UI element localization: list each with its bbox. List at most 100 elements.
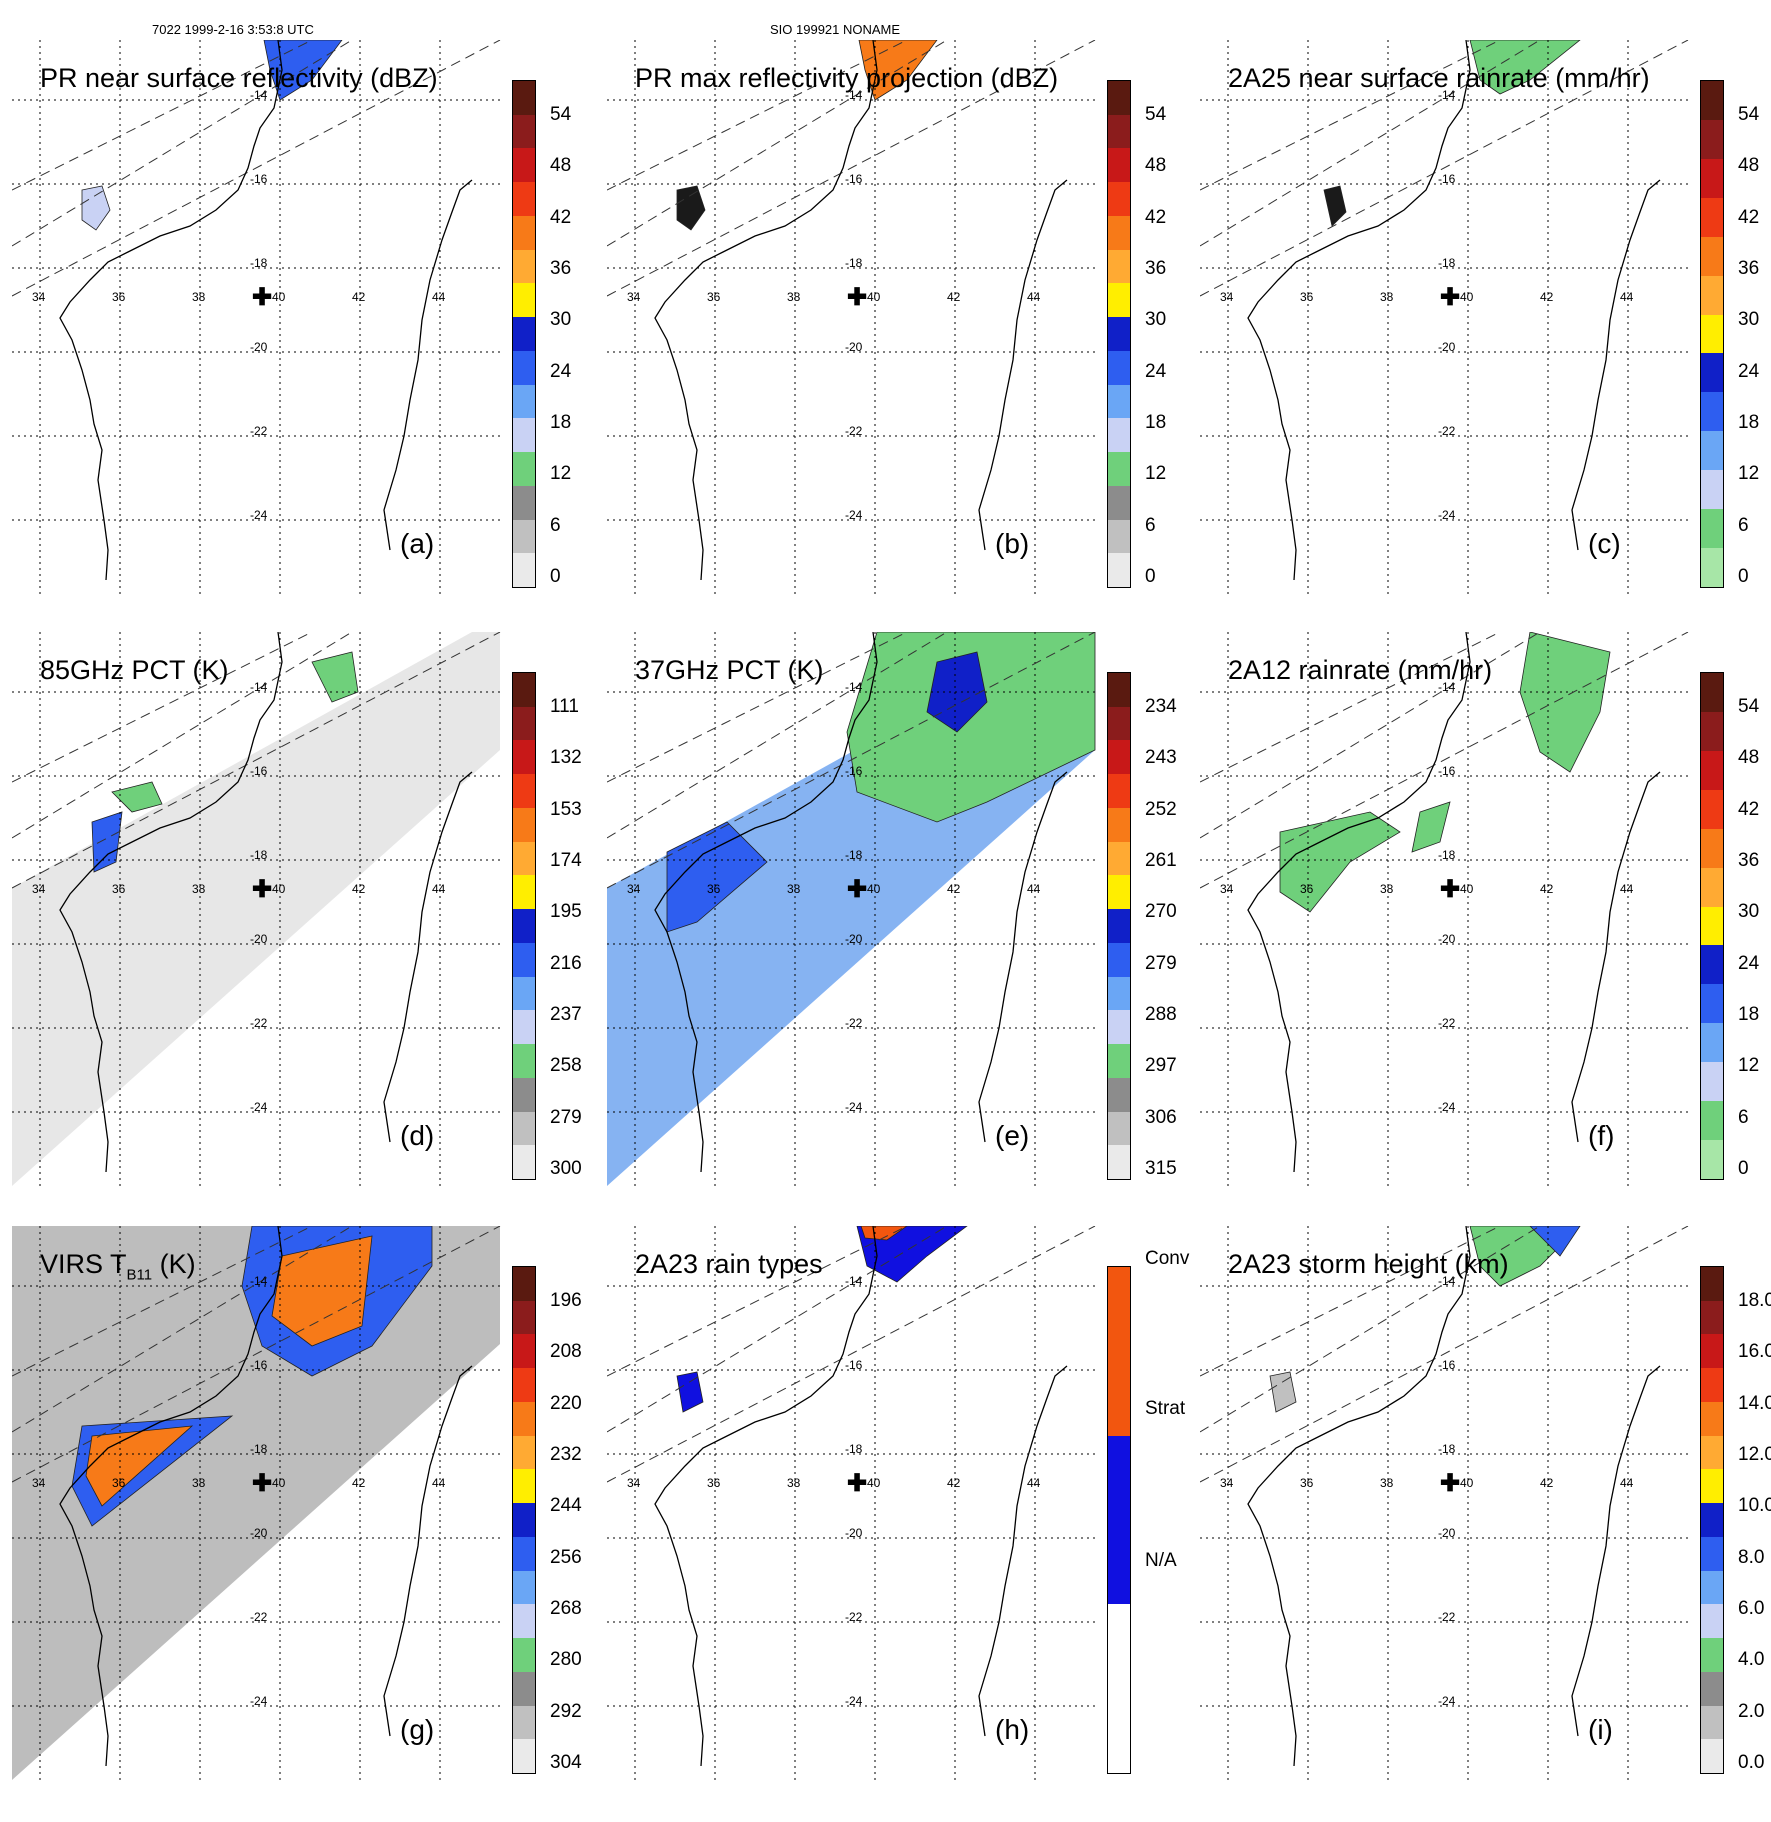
color-bar-tick-label: 256 <box>550 1546 582 1568</box>
color-bar-tick-label: 48 <box>1738 155 1760 177</box>
color-bar-tick-label: 243 <box>1145 747 1177 769</box>
color-bar-tick-label: 30 <box>550 309 572 331</box>
color-bar-segment <box>1701 470 1723 510</box>
color-bar-segment <box>1701 750 1723 791</box>
panel-letter-label: (a) <box>400 528 435 559</box>
madagascar-coastline <box>978 179 1068 551</box>
latitude-label: -16 <box>1438 764 1456 778</box>
latitude-label: -20 <box>1438 340 1456 354</box>
color-bar <box>1107 672 1131 1180</box>
mozambique-coastline <box>654 40 878 581</box>
color-bar-segment <box>1108 553 1130 588</box>
longitude-label: 38 <box>1380 290 1394 304</box>
color-bar-segment <box>1108 384 1130 419</box>
latitude-label: -22 <box>1438 1610 1456 1624</box>
color-bar-segment <box>513 452 535 487</box>
color-bar-tick-label: 153 <box>550 798 582 820</box>
color-bar-tick-label: 244 <box>550 1495 582 1517</box>
color-bar-segment <box>1108 1435 1130 1605</box>
swath-edge-line <box>1200 632 1501 783</box>
color-bar-tick-label: 18 <box>1145 412 1167 433</box>
color-bar-segment <box>1701 1435 1723 1470</box>
madagascar-coastline <box>383 771 473 1143</box>
color-bar-tick-label: 54 <box>1145 104 1167 125</box>
swath-edge-line <box>607 1226 948 1433</box>
color-bar-segment <box>513 1705 535 1740</box>
color-bar-segment <box>513 114 535 149</box>
color-bar-tick-label: 261 <box>1145 850 1177 871</box>
swath-edge-line <box>1200 1226 1501 1377</box>
latitude-label: -14 <box>845 1274 863 1288</box>
color-bar-tick-label: 12 <box>550 463 572 485</box>
panel-title: VIRS TB11 (K) <box>40 1249 196 1284</box>
panel-letter-label: (h) <box>995 1714 1030 1745</box>
color-bar-segment <box>1108 740 1130 775</box>
color-bar-segment <box>1701 1101 1723 1141</box>
color-bar-segment <box>513 1111 535 1146</box>
swath-edge-line <box>607 40 948 247</box>
latitude-label: -20 <box>1438 1526 1456 1540</box>
storm-center-cross-icon: ✚ <box>1440 876 1461 903</box>
latitude-label: -24 <box>1438 508 1456 522</box>
swath-edge-line <box>1200 1226 1541 1433</box>
color-bar-tick-label: 30 <box>1738 309 1760 331</box>
map-panel-c: -14 -16 -18 -20 -22 -24 34 36 38 40 42 44 ✚ 2A25 near… <box>1200 40 1771 636</box>
color-bar-segment <box>513 673 535 708</box>
color-bar-tick-label: 268 <box>550 1598 582 1619</box>
latitude-label: -24 <box>845 508 863 522</box>
mozambique-coastline <box>654 632 878 1173</box>
swath-edge-line <box>12 632 501 889</box>
longitude-label: 34 <box>32 290 46 304</box>
color-bar-tick-label: 54 <box>1738 104 1760 125</box>
longitude-label: 44 <box>1620 882 1634 896</box>
color-bar-segment <box>513 1044 535 1079</box>
color-bar-segment <box>1108 418 1130 453</box>
latitude-label: -20 <box>250 1526 268 1540</box>
latitude-label: -16 <box>250 172 268 186</box>
color-bar-segment <box>1701 867 1723 908</box>
color-bar-tick-label: 0 <box>1145 566 1156 587</box>
color-bar <box>1107 1266 1131 1774</box>
precip-area <box>676 185 706 231</box>
color-bar-tick-label: 18 <box>1738 412 1760 433</box>
mozambique-coastline <box>59 1226 283 1767</box>
longitude-label: 34 <box>627 290 641 304</box>
longitude-label: 38 <box>192 882 206 896</box>
color-bar-segment <box>1108 114 1130 149</box>
color-bar-segment <box>1701 431 1723 471</box>
color-bar-tick-label: 10.0 <box>1738 1495 1771 1517</box>
swath-edge-line <box>12 40 501 297</box>
longitude-label: 38 <box>787 882 801 896</box>
color-bar-tick-label: 6 <box>1738 514 1749 536</box>
map-canvas <box>12 40 501 596</box>
color-bar-segment <box>513 418 535 453</box>
longitude-label: 36 <box>112 290 126 304</box>
latitude-label: -20 <box>250 340 268 354</box>
color-bar-segment <box>513 1536 535 1572</box>
madagascar-coastline <box>978 1365 1068 1737</box>
color-bar-tick-label: 300 <box>550 1158 582 1179</box>
map-canvas <box>12 1226 501 1782</box>
color-bar-tick-label: 42 <box>1738 798 1760 820</box>
color-bar-tick-label: 0 <box>1738 566 1749 587</box>
swath-edge-line <box>1200 632 1541 839</box>
panel-letter-label: (g) <box>400 1714 435 1745</box>
latitude-label: -22 <box>845 1016 863 1030</box>
latitude-label: -24 <box>845 1100 863 1114</box>
longitude-label: 36 <box>1300 1476 1314 1490</box>
latitude-label: -24 <box>250 1100 268 1114</box>
color-bar-segment <box>1108 841 1130 876</box>
color-bar-tick-label: 6 <box>1145 514 1156 536</box>
precip-area <box>1411 801 1451 853</box>
swath-edge-line <box>607 40 1096 297</box>
color-bar-tick-label: 24 <box>1145 360 1167 382</box>
color-bar-tick-label: 48 <box>1738 747 1760 769</box>
panel-title: 85GHz PCT (K) <box>40 655 229 685</box>
color-bar-tick-label: 36 <box>1738 258 1760 279</box>
color-bar-segment <box>1108 215 1130 251</box>
color-bar-segment <box>1108 1111 1130 1146</box>
storm-center-cross-icon: ✚ <box>847 876 868 903</box>
color-bar-segment <box>1701 1368 1723 1403</box>
latitude-label: -14 <box>250 1274 268 1288</box>
color-bar-tick-label: Conv <box>1145 1248 1190 1269</box>
